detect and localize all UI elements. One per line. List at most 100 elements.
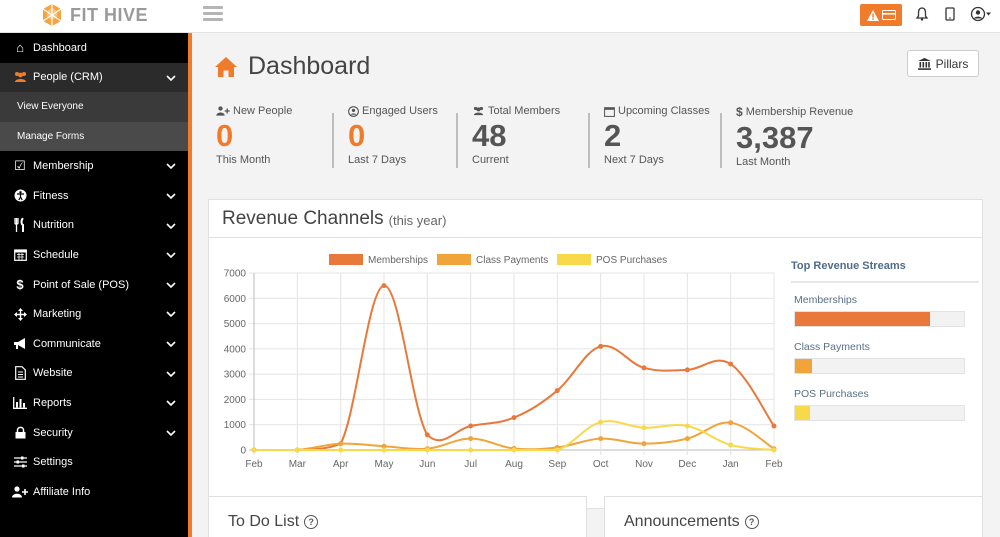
series-point xyxy=(728,361,734,367)
chevron-down-icon xyxy=(166,282,176,288)
revenue-card-title: Revenue Channels xyxy=(222,207,384,229)
user-menu-icon[interactable] xyxy=(970,6,992,22)
main-content: Dashboard Pillars New People 0 This Mont… xyxy=(192,33,1000,537)
tablet-icon[interactable] xyxy=(942,6,958,22)
dollar-icon: $ xyxy=(736,105,743,119)
x-tick-label: Oct xyxy=(593,459,609,470)
legend-swatch xyxy=(437,254,471,265)
announcements-card: Announcements? xyxy=(604,496,983,537)
announcements-title: Announcements xyxy=(624,513,740,530)
sidebar-item-affiliate[interactable]: Affiliate Info xyxy=(0,477,192,507)
stats-row: New People 0 This Month Engaged Users 0 … xyxy=(216,105,976,175)
series-point xyxy=(381,283,387,289)
sidebar-item-website[interactable]: Website xyxy=(0,359,192,389)
bell-icon[interactable] xyxy=(914,6,930,22)
stat-label: Upcoming Classes xyxy=(618,105,710,117)
sidebar-item-pos[interactable]: $ Point of Sale (POS) xyxy=(0,270,192,300)
stat-total-members: Total Members 48 Current xyxy=(472,105,560,175)
x-tick-label: Aug xyxy=(505,459,523,470)
series-point xyxy=(728,442,734,448)
bar-chart-icon xyxy=(12,395,28,411)
sidebar-subitem-view-everyone[interactable]: View Everyone xyxy=(0,92,192,122)
calendar-icon xyxy=(604,106,615,117)
revenue-channels-card: Revenue Channels (this year) 0 1000 2000 30… xyxy=(208,199,983,509)
sidebar-item-nutrition[interactable]: Nutrition xyxy=(0,211,192,241)
x-tick-label: Jan xyxy=(723,459,739,470)
menu-toggle-icon[interactable] xyxy=(203,6,223,22)
series-point xyxy=(728,420,734,426)
y-tick-label: 5000 xyxy=(224,319,247,330)
x-tick-label: May xyxy=(375,459,394,470)
sidebar-item-settings[interactable]: Settings xyxy=(0,447,192,477)
arrows-icon xyxy=(12,306,28,322)
series-point xyxy=(641,425,647,431)
series-point xyxy=(598,419,604,425)
help-icon[interactable]: ? xyxy=(304,515,319,529)
legend-swatch xyxy=(329,254,363,265)
series-point xyxy=(381,443,387,449)
chevron-down-icon xyxy=(166,430,176,436)
brand-logo[interactable]: FIT HIVE xyxy=(40,3,148,27)
top-bar: FIT HIVE xyxy=(0,0,1000,33)
series-point xyxy=(338,447,344,453)
chevron-down-icon xyxy=(166,311,176,318)
y-tick-label: 4000 xyxy=(224,344,247,355)
sidebar-item-membership[interactable]: ☑ Membership xyxy=(0,151,192,181)
sidebar-item-schedule[interactable]: Schedule xyxy=(0,240,192,270)
sidebar-item-marketing[interactable]: Marketing xyxy=(0,299,192,329)
sidebar-item-reports[interactable]: Reports xyxy=(0,388,192,418)
help-icon[interactable]: ? xyxy=(744,515,759,529)
sidebar-item-communicate[interactable]: Communicate xyxy=(0,329,192,359)
revenue-stream-bar xyxy=(794,405,965,421)
y-tick-label: 1000 xyxy=(224,420,247,431)
sidebar-item-label: Communicate xyxy=(33,337,101,350)
series-point xyxy=(554,447,560,453)
sidebar-item-dashboard[interactable]: ⌂ Dashboard xyxy=(0,33,192,63)
series-point xyxy=(424,432,430,438)
alert-button[interactable] xyxy=(860,4,902,26)
x-tick-label: Jul xyxy=(464,459,477,470)
stat-label: New People xyxy=(233,105,293,117)
series-point xyxy=(294,447,300,453)
sidebar-item-label: Nutrition xyxy=(33,219,74,232)
sidebar-item-label: Website xyxy=(33,367,73,380)
home-icon: ⌂ xyxy=(16,40,24,56)
revenue-stream-bar-fill xyxy=(795,312,931,326)
sidebar-item-fitness[interactable]: Fitness xyxy=(0,181,192,211)
utensils-icon xyxy=(12,217,28,233)
revenue-stream-bar xyxy=(794,358,965,374)
series-point xyxy=(771,447,777,453)
credit-card-icon xyxy=(881,10,896,20)
stat-value: 2 xyxy=(604,118,622,153)
sidebar-item-label: Security xyxy=(33,426,73,439)
series-point xyxy=(598,436,604,442)
series-point xyxy=(424,447,430,453)
hive-logo-icon xyxy=(42,4,62,26)
sidebar-item-label: People (CRM) xyxy=(33,71,103,84)
stat-upcoming-classes: Upcoming Classes 2 Next 7 Days xyxy=(604,105,710,175)
sidebar-item-label: Dashboard xyxy=(33,41,87,54)
legend-label: Memberships xyxy=(368,255,428,266)
sidebar-item-security[interactable]: Security xyxy=(0,418,192,448)
series-point xyxy=(511,415,517,421)
sidebar-subitem-manage-forms[interactable]: Manage Forms xyxy=(0,121,192,152)
revenue-stream-label: POS Purchases xyxy=(794,388,869,400)
stat-value: 3,387 xyxy=(736,120,814,155)
stat-value: 48 xyxy=(472,118,507,153)
user-plus-icon xyxy=(216,106,230,116)
accessibility-icon xyxy=(12,188,28,204)
legend-label: Class Payments xyxy=(476,255,548,266)
stat-sub: This Month xyxy=(216,154,271,166)
y-tick-label: 2000 xyxy=(224,395,247,406)
series-point xyxy=(684,436,690,442)
sidebar-item-label: Membership xyxy=(33,160,94,173)
revenue-stream-label: Memberships xyxy=(794,294,858,306)
todo-list-card: To Do List? xyxy=(208,496,587,537)
x-tick-label: Dec xyxy=(678,459,696,470)
bank-icon xyxy=(917,57,931,70)
sidebar-item-people[interactable]: People (CRM) xyxy=(0,62,192,93)
pillars-button-label: Pillars xyxy=(935,56,969,71)
revenue-card-header: Revenue Channels (this year) xyxy=(209,200,982,238)
series-point xyxy=(684,367,690,373)
pillars-button[interactable]: Pillars xyxy=(907,50,979,77)
